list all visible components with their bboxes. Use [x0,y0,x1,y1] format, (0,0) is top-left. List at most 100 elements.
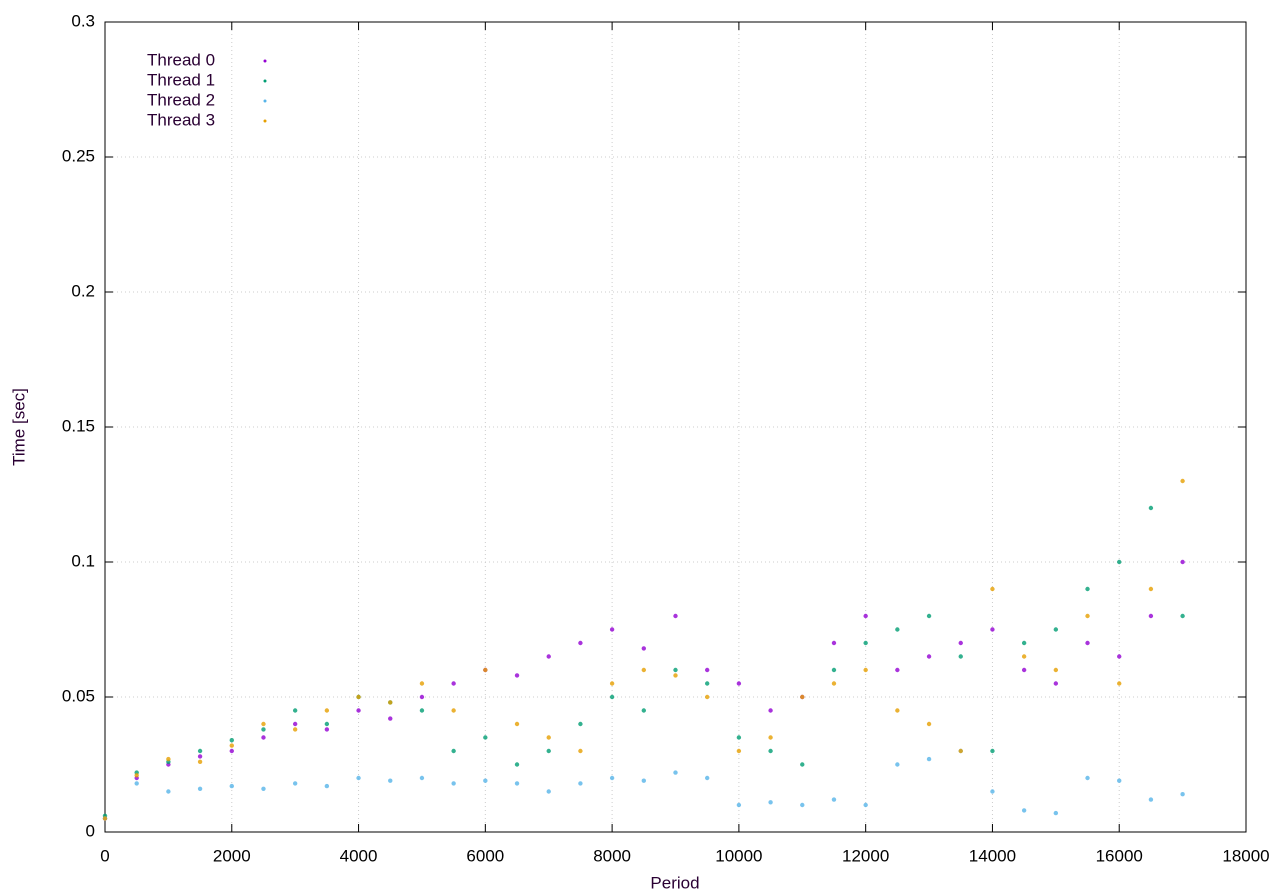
point [419,775,425,781]
point [641,667,647,673]
point [261,727,266,732]
point [1053,681,1059,686]
point [229,743,234,748]
point [800,694,805,700]
point [1148,586,1154,592]
point [990,789,995,794]
y-tick-label: 0.05 [62,686,95,705]
point [831,640,837,646]
point [863,667,868,673]
point [736,735,742,740]
point [578,748,583,754]
point [388,700,393,705]
point [229,783,234,789]
point [673,673,678,678]
x-tick-label: 0 [100,846,109,865]
point [261,735,266,740]
point [800,802,805,808]
y-tick-label: 0 [86,821,95,840]
point [1117,681,1122,686]
point [958,748,963,754]
point [1085,775,1090,781]
point [356,708,361,713]
legend-label: Thread 3 [147,110,215,129]
point [1021,808,1027,813]
point [1085,640,1090,646]
point [483,735,488,740]
point [451,748,456,754]
y-tick-label: 0.15 [62,416,95,435]
point [926,613,932,619]
point [831,797,837,802]
x-tick-label: 18000 [1222,846,1269,865]
point [863,640,868,646]
point [292,781,298,786]
point [324,721,330,727]
point [831,681,837,686]
point [1148,797,1154,802]
x-tick-label: 2000 [213,846,251,865]
point [197,786,203,791]
point [261,721,266,727]
point [419,708,425,713]
point [895,762,900,767]
point [958,654,963,659]
point [768,708,773,713]
point [1053,627,1059,632]
point [229,738,234,743]
point [514,721,520,727]
point [134,781,139,786]
point [292,721,298,727]
point [990,748,995,754]
point [261,786,266,791]
point [197,748,203,754]
point [1180,613,1185,619]
legend-marker [263,59,267,63]
point [704,694,710,700]
point [990,586,995,592]
point [673,667,678,673]
y-tick-label: 0.2 [71,281,95,300]
point [609,775,615,781]
point [324,708,330,713]
point [926,654,932,659]
point [1085,613,1090,619]
y-tick-label: 0.1 [71,551,95,570]
point [990,627,995,632]
x-tick-label: 16000 [1096,846,1143,865]
point [609,681,615,686]
point [768,735,773,740]
point [546,789,551,794]
legend-label: Thread 2 [147,90,215,109]
point [736,748,742,754]
point [388,716,393,721]
point [166,756,171,762]
point [736,681,742,686]
point [958,640,963,646]
point [451,681,456,686]
point [673,613,678,619]
point [292,708,298,713]
point [1021,654,1027,659]
y-axis-title: Time [sec] [9,388,28,466]
point [578,781,583,786]
point [483,778,488,783]
point [1180,478,1185,484]
point [229,748,234,754]
point [324,783,330,789]
point [1180,792,1185,797]
y-tick-label: 0.25 [62,146,95,165]
point [895,667,900,673]
point [768,800,773,805]
point [483,667,488,673]
point [863,802,868,808]
point [134,773,139,778]
point [1021,640,1027,646]
point [673,770,678,775]
point [1117,778,1122,783]
point [1148,613,1154,619]
point [736,802,742,808]
point [1148,505,1154,511]
point [1021,667,1027,673]
